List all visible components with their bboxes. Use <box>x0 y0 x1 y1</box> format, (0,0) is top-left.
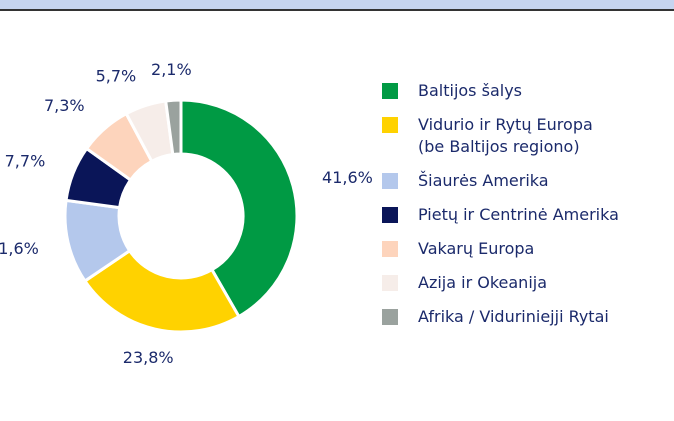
legend-label: Šiaurės Amerika <box>418 171 549 190</box>
legend-item: Vidurio ir Rytų Europa (be Baltijos regi… <box>382 114 619 158</box>
legend-label: Azija ir Okeanija <box>418 273 548 292</box>
legend-label: Pietų ir Centrinė Amerika <box>418 205 619 224</box>
donut-slice <box>164 98 183 157</box>
donut-slice <box>179 98 299 319</box>
legend-item: Afrika / Viduriniejji Rytai <box>382 306 619 328</box>
data-label: 7,3% <box>44 96 85 115</box>
donut-slice <box>82 248 241 334</box>
data-label: 23,8% <box>123 348 174 367</box>
legend: Baltijos šalys Vidurio ir Rytų Europa (be… <box>382 80 619 340</box>
legend-label: Baltijos šalys <box>418 81 522 100</box>
legend-swatch <box>382 241 398 257</box>
data-label: 11,6% <box>0 239 39 258</box>
legend-item: Pietų ir Centrinė Amerika <box>382 204 619 226</box>
header-band <box>0 0 674 11</box>
legend-item: Baltijos šalys <box>382 80 619 102</box>
legend-item: Vakarų Europa <box>382 238 619 260</box>
legend-item: Šiaurės Amerika <box>382 170 619 192</box>
data-label: 7,7% <box>5 152 46 171</box>
data-label: 2,1% <box>151 60 192 79</box>
legend-swatch <box>382 173 398 189</box>
legend-swatch <box>382 117 398 133</box>
legend-label: Vidurio ir Rytų Europa (be Baltijos regi… <box>418 115 593 156</box>
legend-item: Azija ir Okeanija <box>382 272 619 294</box>
legend-swatch <box>382 275 398 291</box>
data-label: 5,7% <box>96 67 137 86</box>
legend-swatch <box>382 207 398 223</box>
data-label: 41,6% <box>322 168 373 187</box>
legend-swatch <box>382 309 398 325</box>
legend-label: Afrika / Viduriniejji Rytai <box>418 307 609 326</box>
legend-label: Vakarų Europa <box>418 239 535 258</box>
legend-swatch <box>382 83 398 99</box>
